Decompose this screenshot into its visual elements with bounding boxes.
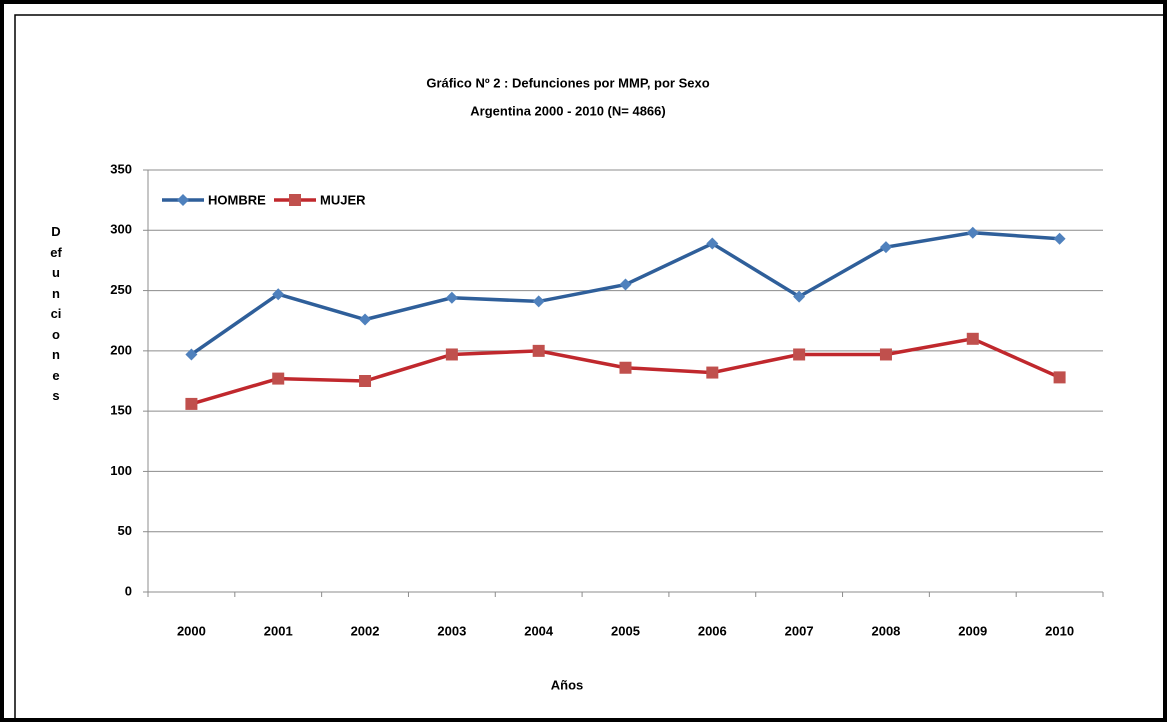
x-tick-label: 2001 — [264, 623, 293, 638]
marker — [532, 344, 545, 357]
marker — [706, 237, 719, 250]
chart-title: Gráfico Nº 2 : Defunciones por MMP, por … — [426, 75, 709, 90]
marker — [185, 348, 198, 361]
marker — [879, 348, 892, 361]
marker — [793, 348, 806, 361]
x-tick-label: 2009 — [958, 623, 987, 638]
y-tick-label: 150 — [110, 403, 132, 418]
y-tick-label: 250 — [110, 282, 132, 297]
y-tick-label: 100 — [110, 463, 132, 478]
chart-subtitle: Argentina 2000 - 2010 (N= 4866) — [470, 103, 665, 118]
marker — [445, 291, 458, 304]
marker — [1053, 371, 1066, 384]
x-tick-label: 2008 — [871, 623, 900, 638]
marker — [445, 348, 458, 361]
marker — [619, 278, 632, 291]
x-tick-label: 2003 — [437, 623, 466, 638]
legend-label: HOMBRE — [208, 192, 266, 207]
y-axis-label: Defunciones — [50, 224, 62, 403]
marker — [966, 332, 979, 345]
chart-border — [14, 14, 1166, 720]
x-axis-label: Años — [551, 677, 584, 692]
marker — [272, 372, 285, 385]
marker — [185, 397, 198, 410]
marker — [359, 313, 372, 326]
marker — [1053, 232, 1066, 245]
x-tick-label: 2004 — [524, 623, 554, 638]
y-tick-label: 350 — [110, 161, 132, 176]
x-tick-label: 2000 — [177, 623, 206, 638]
marker — [177, 194, 189, 206]
marker — [289, 194, 301, 206]
x-tick-label: 2005 — [611, 623, 640, 638]
y-tick-label: 50 — [118, 523, 132, 538]
x-tick-label: 2006 — [698, 623, 727, 638]
marker — [706, 366, 719, 379]
marker — [359, 375, 372, 387]
marker — [619, 361, 632, 374]
marker — [272, 288, 285, 301]
y-tick-label: 0 — [125, 583, 132, 598]
marker — [966, 226, 979, 239]
series-line — [190, 230, 1060, 356]
x-tick-label: 2002 — [351, 623, 380, 638]
y-tick-label: 200 — [110, 342, 132, 357]
marker — [879, 241, 892, 254]
marker — [793, 290, 806, 303]
x-tick-label: 2007 — [785, 623, 814, 638]
legend-label: MUJER — [320, 192, 366, 207]
marker — [532, 295, 545, 308]
y-tick-label: 300 — [110, 222, 132, 237]
x-tick-label: 2010 — [1045, 623, 1074, 638]
